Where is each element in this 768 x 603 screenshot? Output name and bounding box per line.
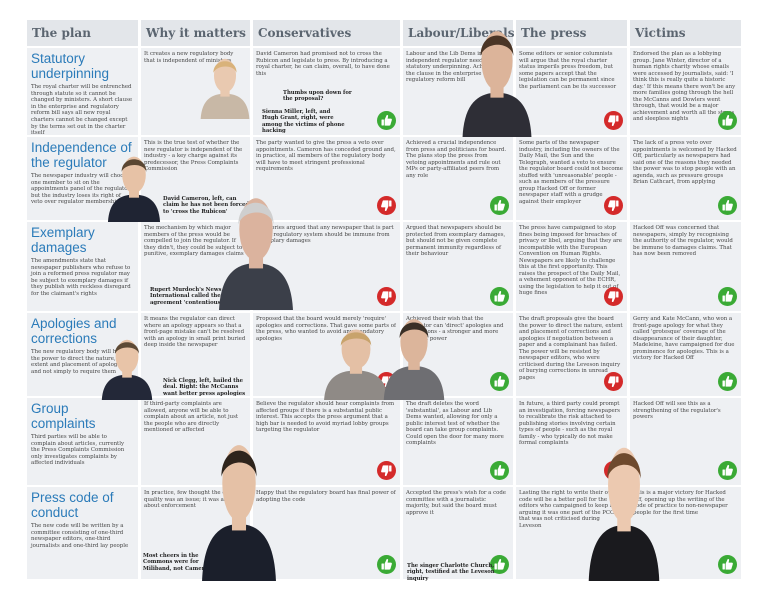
thumbs-up-icon <box>490 372 509 391</box>
row-title: Independence of the regulator <box>31 140 132 170</box>
column-header: The plan <box>27 20 138 46</box>
photo-caption: David Cameron, left, can claim he has no… <box>163 196 250 215</box>
photo-gerry-mccann <box>378 306 450 400</box>
cell-text: The mechanism by which major members of … <box>144 225 244 257</box>
row-description: The newspaper industry will choose one m… <box>31 173 132 206</box>
thumbs-up-icon <box>718 461 737 480</box>
row-title: Press code of conduct <box>31 490 114 520</box>
thumbs-down-icon <box>377 461 396 480</box>
cell-text: Hacked Off will see this as a strengthen… <box>633 401 721 420</box>
cell-text: Labour and the Lib Dems insisted an inde… <box>406 51 507 83</box>
cell-text: It means the regulator can direct where … <box>144 316 246 348</box>
thumbs-up-icon <box>718 555 737 574</box>
row-title: Apologies and corrections <box>31 316 117 346</box>
thumbs-up-icon <box>718 196 737 215</box>
row-description: The royal charter will be entrenched thr… <box>31 84 133 137</box>
cell-text: This is a major victory for Hacked Off, … <box>633 490 728 516</box>
cell-text: The draft proposals give the board the p… <box>519 316 623 381</box>
grid-cell <box>141 137 250 220</box>
grid-cell <box>253 48 400 135</box>
column-header: Victims <box>630 20 741 46</box>
thumbs-down-icon <box>604 372 623 391</box>
row-title: Group complaints <box>31 401 96 431</box>
thumbs-up-icon <box>718 372 737 391</box>
photo-rupert-murdoch <box>212 180 300 310</box>
cell-text: Happy that the regulatory board has fina… <box>256 490 396 503</box>
cell-text: Believe the regulator should hear compla… <box>256 401 395 433</box>
cell-text: The Tories argued that any newspaper tha… <box>256 225 394 244</box>
column-header: Why it matters <box>141 20 250 46</box>
thumbs-up-icon <box>377 555 396 574</box>
cell-text: The lack of a press veto over appointmen… <box>633 140 737 185</box>
cell-text: Endorsed the plan as a lobbying group. J… <box>633 51 736 122</box>
column-header: The press <box>516 20 627 46</box>
cell-caption: Thumbs upon down for the proposal? <box>283 90 352 103</box>
cell-text: The press have campaigned to stop fines … <box>519 225 622 296</box>
cell-text: The party wanted to give the press a vet… <box>256 140 396 172</box>
thumbs-down-icon <box>377 196 396 215</box>
photo-caption: The singer Charlotte Church, right, test… <box>407 563 495 582</box>
grid-cell <box>141 313 250 396</box>
thumbs-up-icon <box>490 196 509 215</box>
cell-text: Achieved a crucial independence from pre… <box>406 140 507 179</box>
plan-cell <box>27 398 138 485</box>
cell-text: David Cameron had promised not to cross … <box>256 51 390 77</box>
plan-cell <box>27 48 138 135</box>
cell-text: It creates a new regulatory body that is… <box>144 51 234 64</box>
row-description: The new code will be written by a commit… <box>31 523 129 549</box>
cell-text: This is the true test of whether the new… <box>144 140 243 172</box>
row-title: Statutory underpinning <box>31 51 110 81</box>
photo-david-cameron <box>103 146 165 222</box>
grid-cell <box>253 137 400 220</box>
cell-text: Accepted the press's wish for a code com… <box>406 490 507 516</box>
photo-ed-miliband <box>195 423 283 581</box>
plan-cell <box>27 487 138 579</box>
thumbs-down-icon <box>604 196 623 215</box>
photo-caption: Rupert Murdoch's News International call… <box>150 287 223 306</box>
photo-caption: Nick Clegg, left, hailed the deal. Right… <box>163 378 246 397</box>
cell-text: Lasting the right to write their own cod… <box>519 490 617 529</box>
grid-cell <box>253 398 400 485</box>
cell-text: Proposed that the board would merely 're… <box>256 316 396 342</box>
photo-caption: Most cheers in the Commons were for Mili… <box>143 553 212 572</box>
photo-hugh-grant <box>456 14 538 137</box>
grid-cell <box>253 487 400 579</box>
thumbs-down-icon <box>377 287 396 306</box>
thumbs-up-icon <box>490 287 509 306</box>
row-description: The new regulatory body will have the po… <box>31 349 126 375</box>
photo-caption: Sienna Miller, left, and Hugh Grant, rig… <box>262 109 345 135</box>
column-header: Conservatives <box>253 20 400 46</box>
cell-text: Gerry and Kate McCann, who won a front-p… <box>633 316 735 361</box>
row-description: The amendments state that newspaper publ… <box>31 258 131 297</box>
thumbs-up-icon <box>490 461 509 480</box>
cell-text: In practice, few thought the code's qual… <box>144 490 240 509</box>
thumbs-up-icon <box>377 111 396 130</box>
cell-text: Argued that newspapers should be protect… <box>406 225 506 257</box>
photo-nick-clegg <box>97 330 157 400</box>
thumbs-up-icon <box>718 111 737 130</box>
cell-text: Some editors or senior columnists will a… <box>519 51 617 90</box>
row-title: Exemplary damages <box>31 225 95 255</box>
row-description: Third parties will be able to complain a… <box>31 434 125 467</box>
cell-text: Some parts of the newspaper industry, in… <box>519 140 623 205</box>
photo-kate-mccann <box>318 318 394 400</box>
thumbs-down-icon <box>604 111 623 130</box>
cell-text: The draft deletes the word 'substantial'… <box>406 401 504 446</box>
photo-sienna-miller <box>196 49 254 119</box>
thumbs-up-icon <box>718 287 737 306</box>
cell-text: If third-party complaints are allowed, a… <box>144 401 239 433</box>
photo-charlotte-church <box>582 426 666 581</box>
thumbs-down-icon <box>604 287 623 306</box>
plan-cell <box>27 222 138 311</box>
cell-text: Hacked Off was concerned that newspapers… <box>633 225 733 257</box>
cell-text: In future, a third party could prompt an… <box>519 401 621 446</box>
thumbs-up-icon <box>490 555 509 574</box>
